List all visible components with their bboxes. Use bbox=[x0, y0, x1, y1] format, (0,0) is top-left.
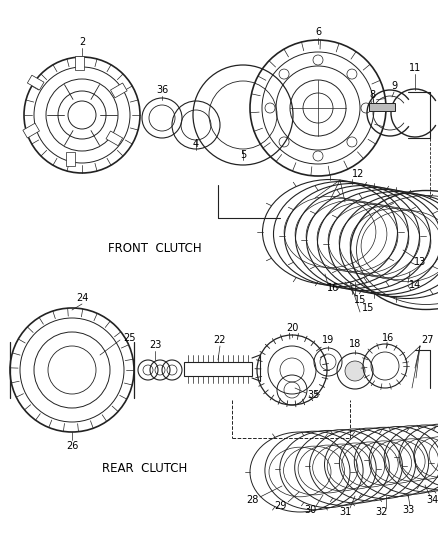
Bar bbox=[184, 362, 252, 376]
Text: 34: 34 bbox=[426, 495, 438, 505]
Text: 14: 14 bbox=[409, 280, 421, 290]
Text: 23: 23 bbox=[149, 340, 161, 350]
Text: 28: 28 bbox=[246, 495, 258, 505]
Text: 36: 36 bbox=[156, 85, 168, 95]
Text: 16: 16 bbox=[327, 283, 339, 293]
Text: 33: 33 bbox=[402, 505, 414, 515]
Text: 32: 32 bbox=[376, 507, 388, 517]
Text: 19: 19 bbox=[322, 335, 334, 345]
Text: 31: 31 bbox=[339, 507, 351, 517]
Text: 13: 13 bbox=[414, 257, 426, 267]
Text: 35: 35 bbox=[308, 390, 320, 400]
Bar bbox=[106, 131, 123, 146]
Text: 29: 29 bbox=[274, 501, 286, 511]
Circle shape bbox=[345, 361, 365, 381]
Text: 11: 11 bbox=[409, 63, 421, 73]
Bar bbox=[27, 75, 44, 90]
Text: 2: 2 bbox=[79, 37, 85, 47]
Text: 5: 5 bbox=[240, 150, 246, 160]
Text: 20: 20 bbox=[286, 323, 298, 333]
Text: 30: 30 bbox=[304, 505, 316, 515]
Text: REAR  CLUTCH: REAR CLUTCH bbox=[102, 462, 187, 474]
Text: 22: 22 bbox=[214, 335, 226, 345]
Bar bbox=[23, 123, 39, 138]
Text: 24: 24 bbox=[76, 293, 88, 303]
Text: 15: 15 bbox=[354, 295, 366, 305]
Text: 6: 6 bbox=[315, 27, 321, 37]
Text: 16: 16 bbox=[382, 333, 394, 343]
Text: 18: 18 bbox=[349, 339, 361, 349]
Bar bbox=[66, 151, 75, 166]
Text: 25: 25 bbox=[124, 333, 136, 343]
Text: 12: 12 bbox=[352, 169, 364, 179]
Text: 15: 15 bbox=[362, 303, 374, 313]
Text: 27: 27 bbox=[422, 335, 434, 345]
Text: FRONT  CLUTCH: FRONT CLUTCH bbox=[108, 241, 201, 254]
Text: 9: 9 bbox=[391, 81, 397, 91]
Bar bbox=[75, 55, 84, 69]
Text: 8: 8 bbox=[369, 90, 375, 100]
Text: 26: 26 bbox=[66, 441, 78, 451]
Text: 4: 4 bbox=[193, 139, 199, 149]
Bar bbox=[369, 103, 395, 111]
Bar bbox=[110, 83, 127, 98]
